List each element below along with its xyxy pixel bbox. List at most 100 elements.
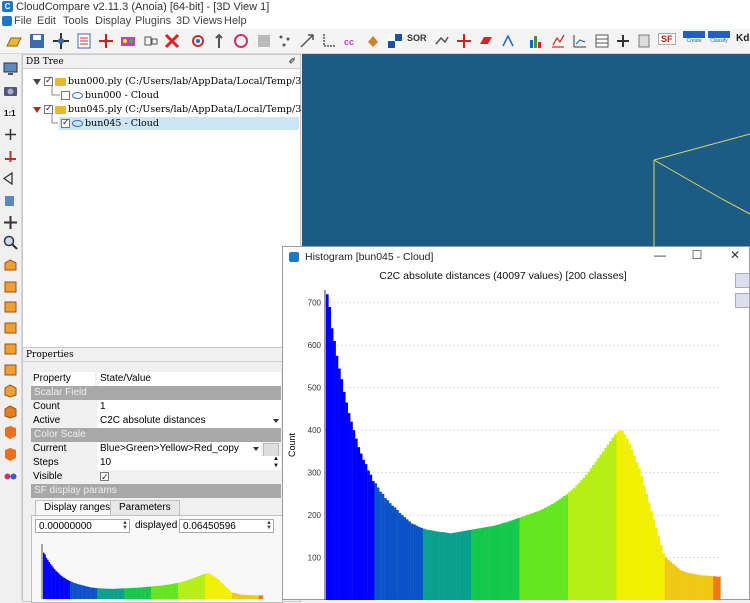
mini-histogram-bar xyxy=(56,571,59,599)
canupo-classify-button[interactable]: Classify xyxy=(708,31,730,51)
list-icon[interactable] xyxy=(75,32,93,50)
sf-icon[interactable] xyxy=(189,32,207,50)
tab-display-ranges[interactable]: Display ranges xyxy=(35,500,120,516)
menu-plugins[interactable]: Plugins xyxy=(135,15,172,27)
histogram-bar xyxy=(594,461,598,600)
fill-icon[interactable] xyxy=(364,32,382,50)
tree-item-bun045-ply[interactable]: bun045.ply (C:/Users/lab/AppData/Local/T… xyxy=(33,103,311,116)
view-iso2-icon[interactable] xyxy=(2,403,19,420)
zoom-icon[interactable] xyxy=(2,234,19,251)
view-right-icon[interactable] xyxy=(2,340,19,357)
stereo-icon[interactable] xyxy=(2,468,19,485)
plus-icon-left[interactable] xyxy=(2,126,19,143)
checker-icon[interactable] xyxy=(386,32,404,50)
sample-icon[interactable] xyxy=(276,32,294,50)
scale-1-1-icon[interactable]: 1:1 xyxy=(2,104,19,121)
range-min-spinbox[interactable]: 0.00000000 ▲ ▼ xyxy=(35,519,130,533)
spin-arrows-icon[interactable]: ▲ ▼ xyxy=(122,520,128,531)
view-left-icon[interactable] xyxy=(2,298,19,315)
cloudcompare-app-icon: C xyxy=(2,1,13,12)
view-top-icon[interactable] xyxy=(2,257,19,274)
pivot-icon[interactable] xyxy=(2,148,19,165)
export-csv-icon[interactable] xyxy=(735,293,750,308)
view-back-icon[interactable] xyxy=(2,319,19,336)
screen-icon[interactable] xyxy=(2,60,19,77)
histogram-bar xyxy=(589,468,593,600)
visible-checkbox[interactable] xyxy=(100,470,109,484)
pin-icon[interactable]: ✐ xyxy=(288,56,296,66)
spin-arrows-icon[interactable]: ▲ ▼ xyxy=(273,456,279,469)
menu-file[interactable]: File xyxy=(14,15,32,27)
tree-item-bun000-cloud[interactable]: bun000 - Cloud xyxy=(61,89,159,102)
mesh-icon[interactable] xyxy=(255,32,273,50)
octree-icon[interactable] xyxy=(232,32,250,50)
tree-checkbox[interactable] xyxy=(44,103,53,116)
front-badge-icon[interactable] xyxy=(2,424,19,441)
tree-checkbox[interactable] xyxy=(44,75,53,88)
tree-checkbox[interactable] xyxy=(61,117,70,130)
normals-icon[interactable] xyxy=(210,32,228,50)
view-front-icon[interactable] xyxy=(2,278,19,295)
export-image-icon[interactable] xyxy=(735,273,750,288)
histogram-bar xyxy=(584,474,588,600)
pan-icon[interactable] xyxy=(2,214,19,231)
mini-histogram[interactable] xyxy=(35,544,275,599)
camera-icon[interactable] xyxy=(2,82,19,99)
scale-icon[interactable] xyxy=(298,32,316,50)
noise-icon[interactable] xyxy=(433,32,451,50)
register-icon[interactable] xyxy=(499,32,517,50)
transform-icon[interactable] xyxy=(52,32,70,50)
3d-view[interactable] xyxy=(302,54,750,250)
view-iso-icon[interactable] xyxy=(2,382,19,399)
cc-icon[interactable]: cc xyxy=(342,32,360,50)
perspective-icon[interactable] xyxy=(2,170,19,187)
statistics-icon[interactable] xyxy=(549,32,567,50)
segment-icon[interactable] xyxy=(97,32,115,50)
tree-checkbox[interactable] xyxy=(61,91,70,100)
menu-3d-views[interactable]: 3D Views xyxy=(176,15,223,27)
app-menu-icon[interactable] xyxy=(2,16,12,26)
maximize-button[interactable]: ☐ xyxy=(691,248,703,262)
steps-spinbox[interactable]: 10 ▲ ▼ xyxy=(97,456,281,470)
crop-icon[interactable] xyxy=(320,32,338,50)
menu-edit[interactable]: Edit xyxy=(37,15,56,27)
plane-icon[interactable] xyxy=(477,32,495,50)
histogram-bar xyxy=(342,391,346,600)
menu-tools[interactable]: Tools xyxy=(63,15,89,27)
tree-item-bun045-cloud[interactable]: bun045 - Cloud xyxy=(59,117,299,130)
save-icon[interactable] xyxy=(28,32,46,50)
open-icon[interactable] xyxy=(5,32,23,50)
kd-button[interactable]: Kd xyxy=(736,33,750,44)
expand-arrow-icon[interactable] xyxy=(33,106,41,113)
sor-filter-button[interactable]: SOR xyxy=(407,33,427,43)
menu-help[interactable]: Help xyxy=(224,15,247,27)
active-sf-select[interactable]: C2C absolute distances xyxy=(97,414,281,428)
histogram-icon[interactable] xyxy=(527,32,545,50)
range-max-spinbox[interactable]: 0.06450596 ▲ ▼ xyxy=(179,519,274,533)
plus-icon[interactable] xyxy=(614,32,632,50)
clone-icon[interactable] xyxy=(142,32,160,50)
histogram-bar xyxy=(563,495,566,600)
chart-icon[interactable] xyxy=(571,32,589,50)
mini-histogram-bar xyxy=(204,573,207,599)
move-icon[interactable] xyxy=(455,32,473,50)
color-scale-editor-button[interactable] xyxy=(263,443,279,457)
color-icon[interactable] xyxy=(119,32,137,50)
light-icon[interactable] xyxy=(2,192,19,209)
color-scale-select[interactable]: Blue>Green>Yellow>Red_copy xyxy=(97,442,261,456)
table-icon[interactable] xyxy=(635,32,653,50)
matrix-icon[interactable] xyxy=(593,32,611,50)
close-button[interactable]: ✕ xyxy=(729,248,741,262)
minimize-button[interactable]: — xyxy=(654,248,666,262)
tab-parameters[interactable]: Parameters xyxy=(110,500,180,516)
tree-item-bun000-ply[interactable]: bun000.ply (C:/Users/lab/AppData/Local/T… xyxy=(33,75,311,88)
menu-display[interactable]: Display xyxy=(95,15,132,27)
sf-button[interactable]: SF xyxy=(658,33,676,45)
expand-arrow-icon[interactable] xyxy=(33,78,41,85)
delete-icon[interactable] xyxy=(163,32,181,50)
spin-arrows-icon[interactable]: ▲ ▼ xyxy=(266,520,272,531)
back-badge-icon[interactable] xyxy=(2,446,19,463)
canupo-create-button[interactable]: Create xyxy=(683,31,705,51)
view-bottom-icon[interactable] xyxy=(2,361,19,378)
histogram-chart[interactable]: C2C absolute distances (40097 values) [2… xyxy=(283,265,733,601)
